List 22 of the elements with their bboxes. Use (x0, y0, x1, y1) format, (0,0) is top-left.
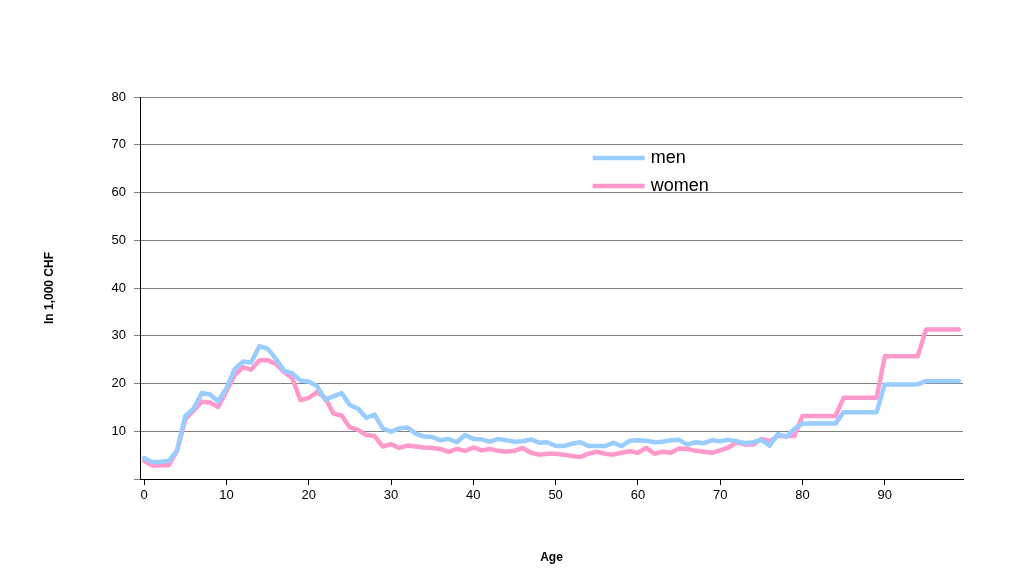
y-tick-label: 60 (111, 184, 126, 200)
y-tick-label: 70 (111, 136, 126, 152)
x-axis-title: Age (540, 550, 564, 565)
x-tick-label: 80 (795, 487, 810, 503)
x-tick-label: 40 (466, 487, 481, 503)
y-tick-label: 20 (111, 375, 126, 391)
x-tick-label: 60 (630, 487, 646, 503)
y-tick-label: 50 (111, 231, 126, 247)
x-tick-label: 30 (383, 487, 399, 503)
x-tick-label: 20 (301, 487, 316, 503)
y-axis-title: In 1,000 CHF (41, 251, 56, 325)
y-tick-label: 80 (111, 88, 126, 104)
legend-label: women (649, 175, 709, 196)
x-tick-label: 70 (712, 487, 728, 503)
x-tick-label: 50 (548, 487, 563, 503)
y-tick-label: 40 (111, 279, 126, 295)
y-tick-label: 30 (111, 327, 126, 343)
y-tick-label: 10 (111, 422, 126, 438)
x-tick-label: 0 (140, 487, 148, 503)
x-tick-label: 90 (877, 487, 893, 503)
x-tick-label: 10 (219, 487, 234, 503)
legend-label: men (650, 147, 686, 168)
